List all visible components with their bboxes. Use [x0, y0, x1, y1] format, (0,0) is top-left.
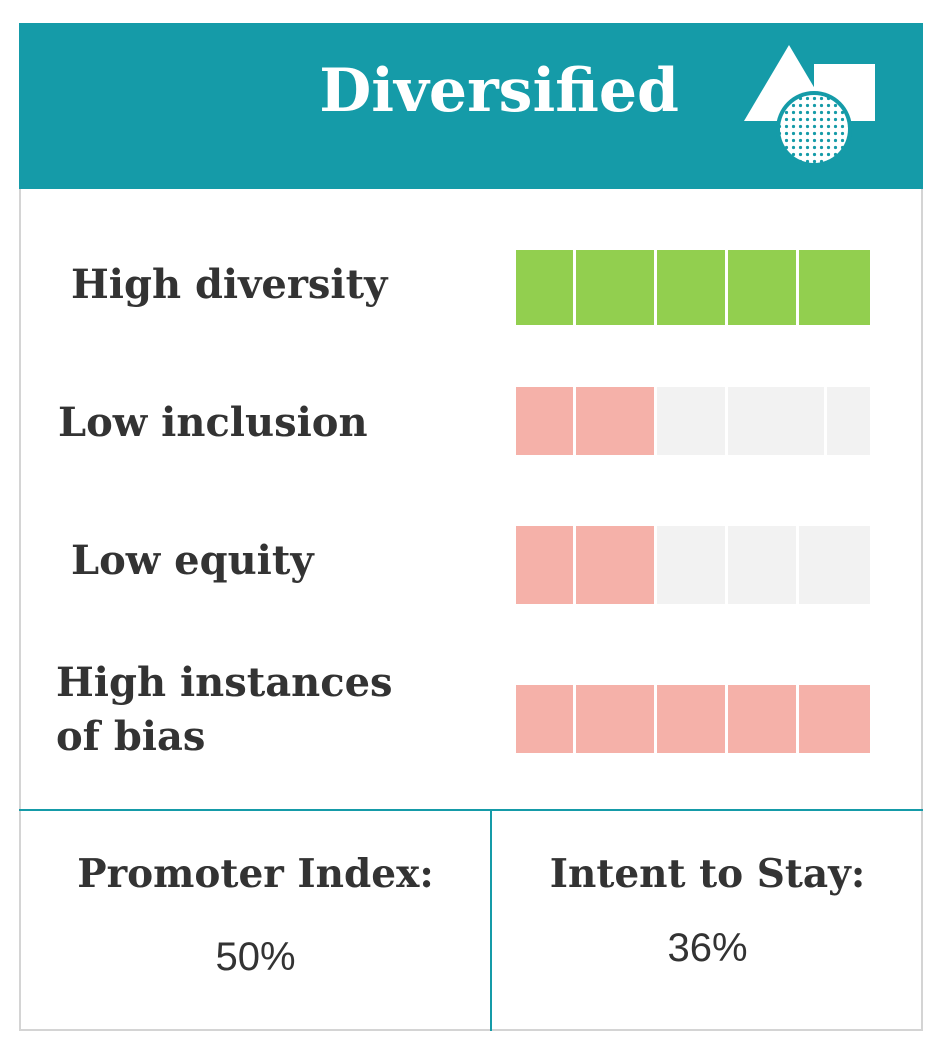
card-header: Diversified	[19, 23, 923, 189]
promoter-index-value: 50%	[215, 935, 296, 979]
diversity-rating-bar	[516, 250, 870, 325]
rating-segment	[516, 387, 573, 455]
rating-segment	[827, 387, 870, 455]
metric-label-diversity: High diversity	[71, 261, 388, 308]
inclusion-rating-bar	[516, 387, 870, 455]
card-title: Diversified	[319, 56, 679, 126]
rating-segment	[576, 387, 654, 455]
rating-segment	[728, 685, 796, 753]
rating-segment	[657, 387, 725, 455]
metric-label-bias-line1: High instances	[56, 659, 393, 706]
rating-segment	[728, 250, 796, 325]
rating-segment	[516, 250, 573, 325]
intent-to-stay-value: 36%	[667, 926, 748, 970]
rating-segment	[576, 685, 654, 753]
metric-label-inclusion: Low inclusion	[58, 399, 368, 446]
promoter-index-label: Promoter Index:	[77, 851, 434, 897]
shapes-icon	[744, 45, 875, 167]
equity-rating-bar	[516, 526, 870, 604]
rating-segment	[516, 685, 573, 753]
metric-label-equity: Low equity	[71, 537, 314, 584]
rating-segment	[516, 526, 573, 604]
metric-label-bias-line2: of bias	[56, 713, 206, 760]
rating-segment	[799, 526, 870, 604]
rating-segment	[657, 526, 725, 604]
rating-segment	[657, 250, 725, 325]
rating-segment	[799, 250, 870, 325]
profile-card: Diversified High diversity Low inclusion	[19, 23, 923, 1031]
rating-segment	[728, 526, 796, 604]
rating-segment	[728, 387, 824, 455]
rating-segment	[657, 685, 725, 753]
rating-segment	[576, 526, 654, 604]
bias-rating-bar	[516, 685, 870, 753]
intent-to-stay-label: Intent to Stay:	[549, 851, 866, 897]
footer-divider-line	[19, 809, 923, 811]
rating-segment	[576, 250, 654, 325]
rating-segment	[799, 685, 870, 753]
footer-column-divider	[490, 811, 492, 1031]
